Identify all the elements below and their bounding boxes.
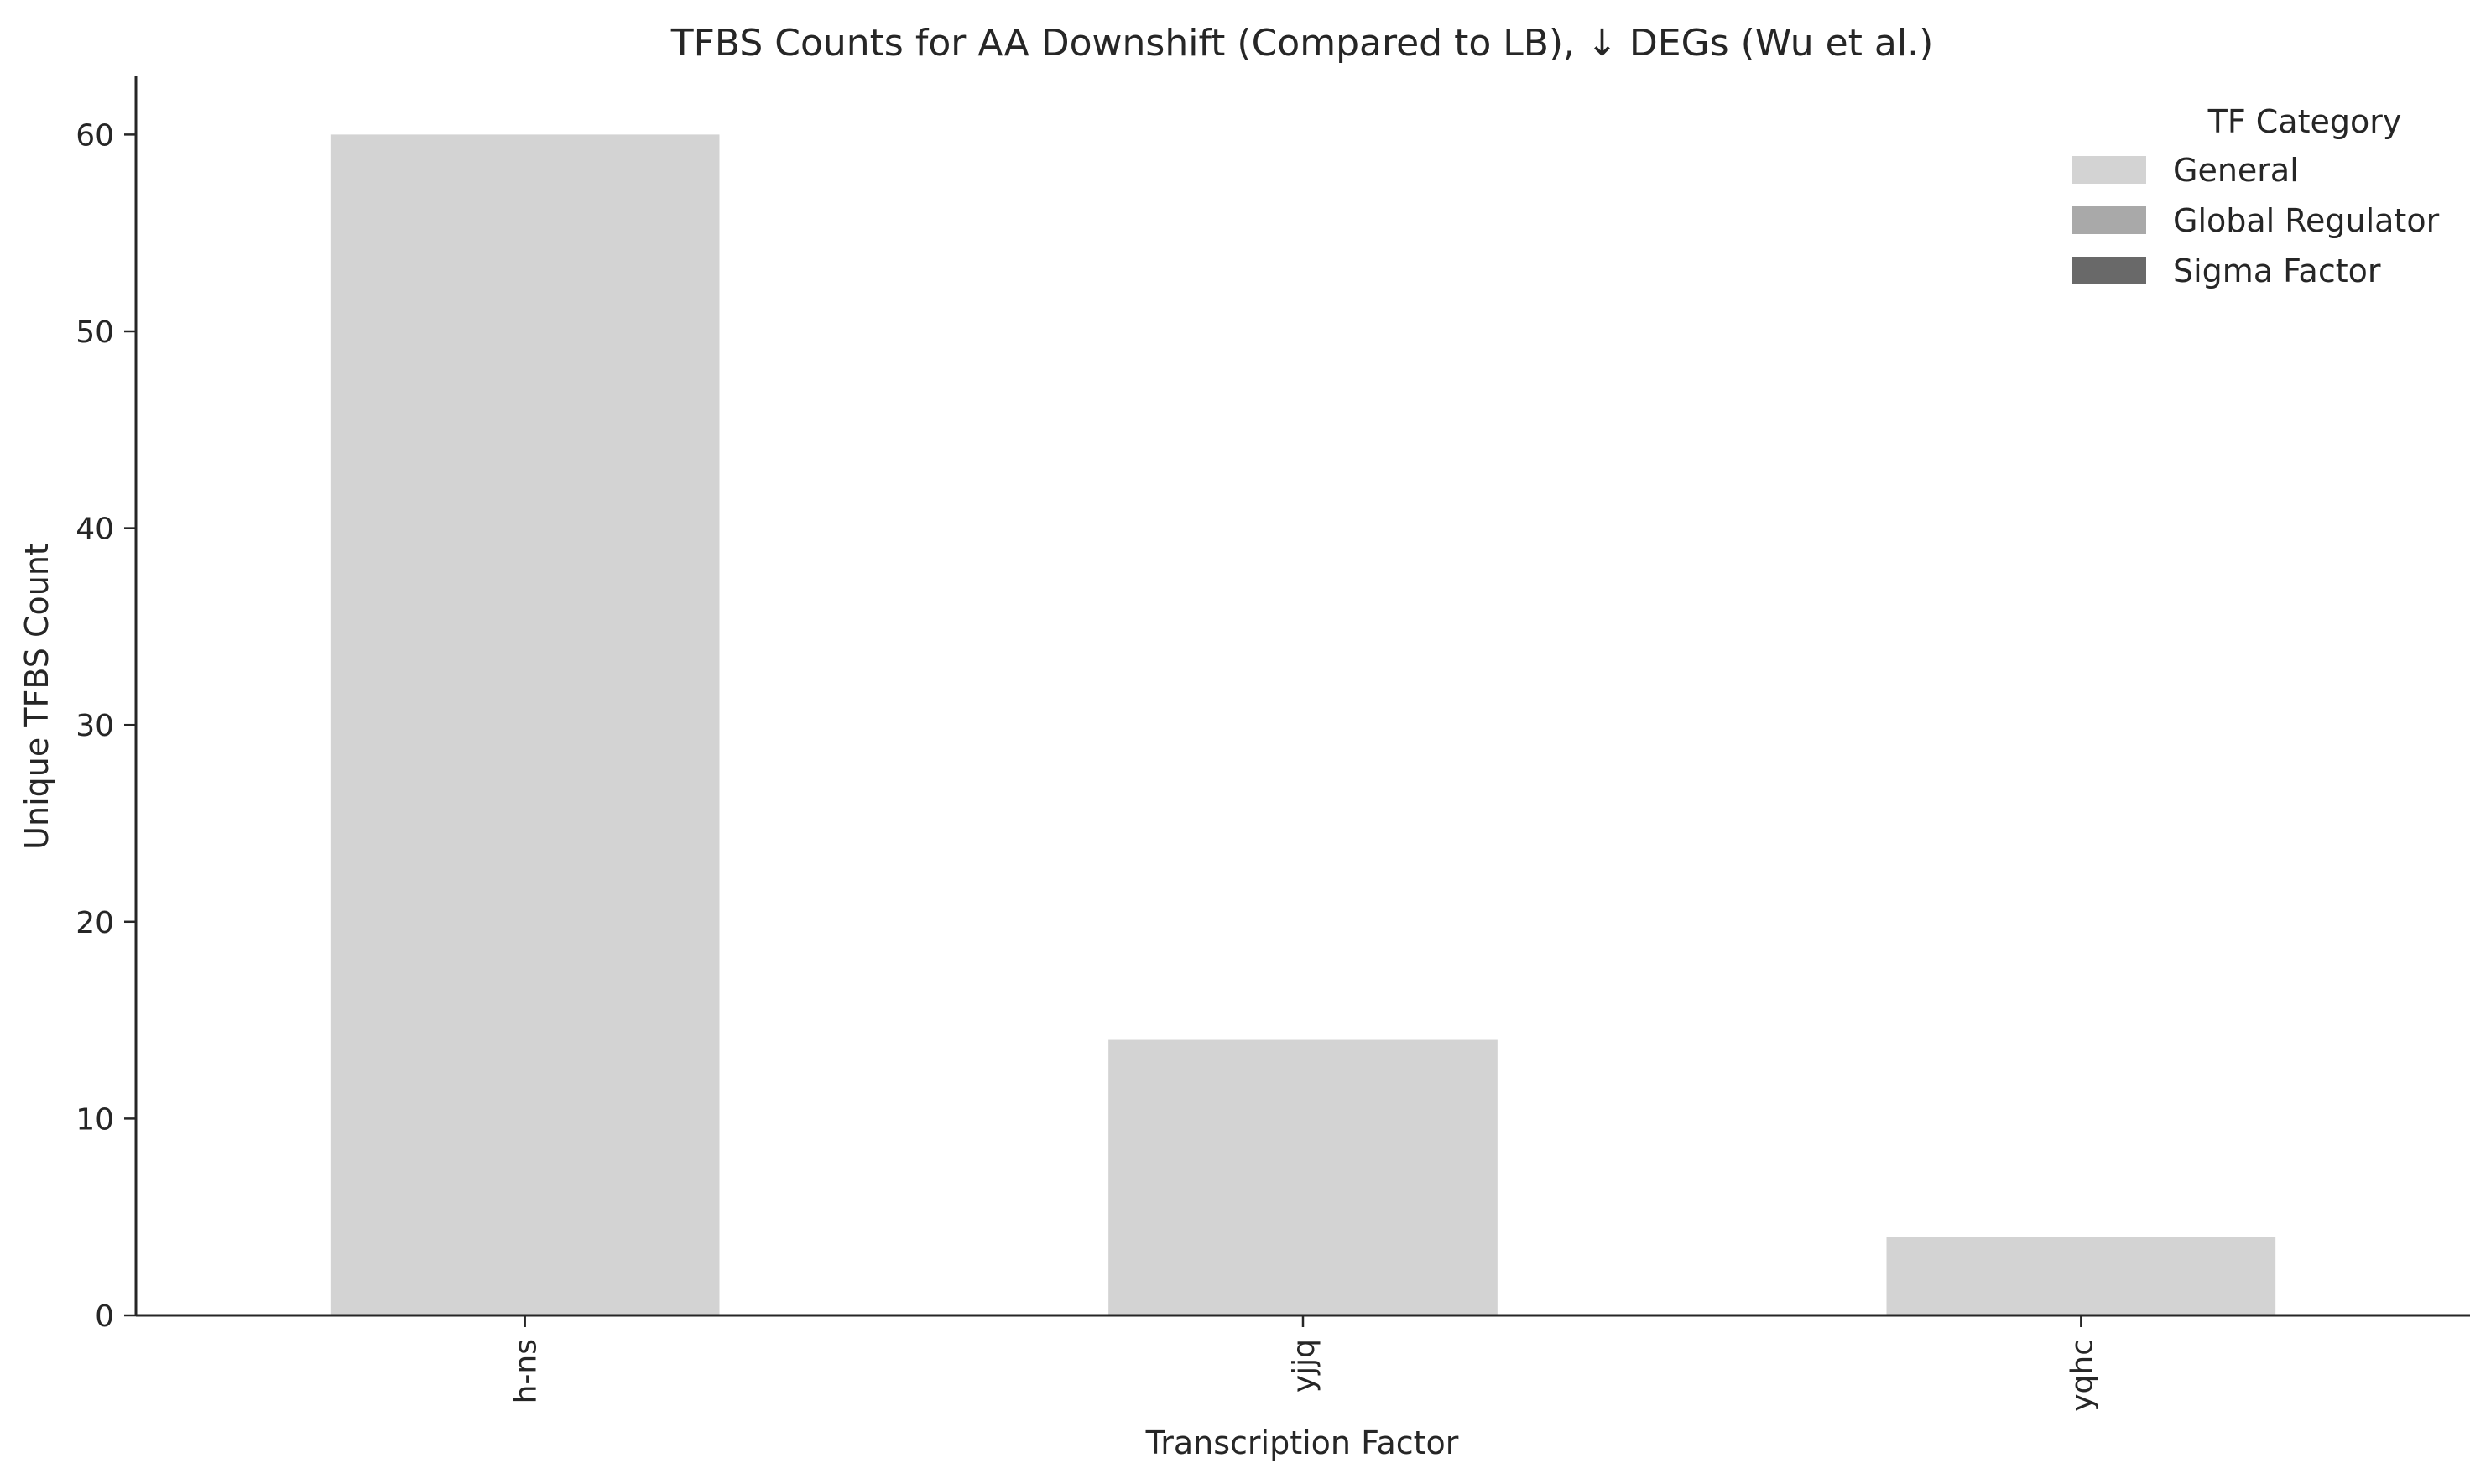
- y-tick-label: 20: [76, 906, 114, 940]
- bar-yqhc: [1886, 1237, 2276, 1315]
- bars-layer: [330, 134, 2276, 1315]
- x-tick-label: yjjq: [1287, 1339, 1321, 1393]
- legend-swatch: [2072, 206, 2146, 234]
- x-axis-label: Transcription Factor: [1145, 1424, 1459, 1461]
- y-tick-label: 0: [95, 1299, 114, 1334]
- chart-title: TFBS Counts for AA Downshift (Compared t…: [670, 22, 1934, 65]
- x-tick-label: h-ns: [509, 1339, 544, 1403]
- legend-label: Global Regulator: [2173, 202, 2440, 239]
- bar-yjjq: [1108, 1039, 1498, 1315]
- legend-swatch: [2072, 156, 2146, 184]
- legend-label: Sigma Factor: [2173, 253, 2381, 289]
- ticks-layer: 0 10 20 30 40 50 60 h-ns yjjq yqhc: [76, 118, 2099, 1411]
- y-axis-label: Unique TFBS Count: [18, 543, 55, 850]
- legend-swatch: [2072, 257, 2146, 284]
- y-tick-label: 10: [76, 1102, 114, 1137]
- legend-title: TF Category: [2207, 103, 2402, 140]
- y-tick-label: 60: [76, 118, 114, 153]
- x-tick-label: yqhc: [2065, 1339, 2099, 1412]
- y-tick-label: 50: [76, 315, 114, 350]
- y-tick-label: 40: [76, 513, 114, 547]
- legend-label: General: [2173, 152, 2299, 189]
- legend-entries: General Global Regulator Sigma Factor: [2072, 152, 2440, 289]
- bar-h-ns: [330, 134, 720, 1315]
- y-tick-label: 30: [76, 709, 114, 743]
- legend: TF Category General Global Regulator Sigma…: [2072, 103, 2440, 289]
